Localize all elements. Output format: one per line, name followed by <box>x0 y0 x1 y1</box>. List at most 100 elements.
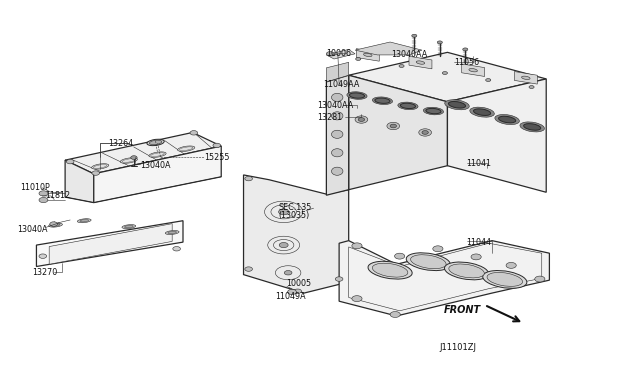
Ellipse shape <box>416 61 425 64</box>
Ellipse shape <box>375 98 390 103</box>
Ellipse shape <box>364 53 372 57</box>
Ellipse shape <box>412 34 417 37</box>
Polygon shape <box>356 49 380 61</box>
Ellipse shape <box>77 219 91 223</box>
Ellipse shape <box>149 140 162 145</box>
Text: 11812: 11812 <box>45 192 70 201</box>
Ellipse shape <box>349 93 365 98</box>
Ellipse shape <box>411 255 446 269</box>
Text: 13270: 13270 <box>32 268 57 277</box>
Ellipse shape <box>80 219 88 222</box>
Ellipse shape <box>449 264 484 278</box>
Ellipse shape <box>422 131 428 134</box>
Ellipse shape <box>470 107 494 117</box>
Polygon shape <box>409 56 432 69</box>
Polygon shape <box>326 75 349 195</box>
Text: FRONT: FRONT <box>444 305 481 315</box>
Ellipse shape <box>387 122 399 130</box>
Polygon shape <box>515 71 538 84</box>
Ellipse shape <box>426 108 441 114</box>
Polygon shape <box>339 241 549 316</box>
Ellipse shape <box>92 171 100 175</box>
Polygon shape <box>349 52 546 102</box>
Ellipse shape <box>347 92 367 99</box>
Ellipse shape <box>245 176 252 181</box>
Ellipse shape <box>442 71 447 74</box>
Ellipse shape <box>326 52 334 56</box>
Ellipse shape <box>524 124 541 130</box>
Ellipse shape <box>487 272 522 286</box>
Ellipse shape <box>372 263 408 277</box>
Ellipse shape <box>279 243 288 248</box>
Ellipse shape <box>67 160 74 164</box>
Polygon shape <box>349 75 447 190</box>
Text: 11010P: 11010P <box>20 183 51 192</box>
Ellipse shape <box>120 158 138 163</box>
Ellipse shape <box>332 167 343 175</box>
Ellipse shape <box>358 118 365 121</box>
Ellipse shape <box>520 122 545 132</box>
Ellipse shape <box>124 225 133 228</box>
Text: (13035): (13035) <box>278 211 310 220</box>
Ellipse shape <box>165 231 179 234</box>
Ellipse shape <box>368 261 412 279</box>
Text: 13281: 13281 <box>317 113 342 122</box>
Text: 11044: 11044 <box>467 238 492 247</box>
Ellipse shape <box>529 86 534 89</box>
Ellipse shape <box>294 289 301 294</box>
Ellipse shape <box>147 139 164 145</box>
Ellipse shape <box>245 267 252 271</box>
Ellipse shape <box>419 129 431 136</box>
Polygon shape <box>94 146 221 203</box>
Ellipse shape <box>390 311 400 317</box>
Ellipse shape <box>332 93 343 102</box>
Text: 15255: 15255 <box>204 153 230 162</box>
Text: 11056: 11056 <box>454 58 479 67</box>
Ellipse shape <box>355 116 368 123</box>
Ellipse shape <box>352 296 362 302</box>
Text: 13040A: 13040A <box>140 161 171 170</box>
Ellipse shape <box>39 191 48 196</box>
Polygon shape <box>447 79 546 192</box>
Ellipse shape <box>352 243 362 249</box>
Ellipse shape <box>486 78 491 81</box>
Ellipse shape <box>495 115 520 125</box>
Text: 13264: 13264 <box>108 139 134 148</box>
Polygon shape <box>65 160 94 203</box>
Ellipse shape <box>474 109 491 115</box>
Ellipse shape <box>356 58 361 61</box>
Ellipse shape <box>332 149 343 157</box>
Ellipse shape <box>401 103 415 109</box>
Ellipse shape <box>149 152 166 157</box>
Ellipse shape <box>535 276 545 282</box>
Ellipse shape <box>284 270 292 275</box>
Ellipse shape <box>332 112 343 120</box>
Ellipse shape <box>445 100 469 110</box>
Ellipse shape <box>173 247 180 251</box>
Polygon shape <box>461 64 484 77</box>
Ellipse shape <box>522 76 530 80</box>
Ellipse shape <box>335 277 343 281</box>
Ellipse shape <box>399 64 404 67</box>
Ellipse shape <box>168 231 177 234</box>
Ellipse shape <box>437 41 442 44</box>
Text: 13040AA: 13040AA <box>317 101 353 110</box>
Polygon shape <box>65 132 221 174</box>
Ellipse shape <box>394 253 404 259</box>
Ellipse shape <box>332 130 343 138</box>
Ellipse shape <box>92 164 109 169</box>
Polygon shape <box>36 221 183 266</box>
Ellipse shape <box>39 254 47 259</box>
Ellipse shape <box>372 97 392 105</box>
Text: 10006: 10006 <box>326 49 351 58</box>
Ellipse shape <box>499 116 516 123</box>
Ellipse shape <box>406 253 451 270</box>
Text: 11049A: 11049A <box>275 292 306 301</box>
Ellipse shape <box>506 262 516 268</box>
Ellipse shape <box>51 224 60 226</box>
Ellipse shape <box>122 225 136 229</box>
Polygon shape <box>326 62 349 82</box>
Ellipse shape <box>469 68 477 72</box>
Ellipse shape <box>444 262 489 280</box>
Polygon shape <box>326 49 355 59</box>
